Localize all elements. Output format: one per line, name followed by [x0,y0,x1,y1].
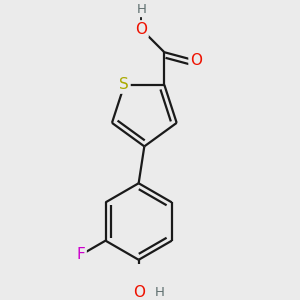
Text: F: F [76,247,85,262]
Text: O: O [135,22,147,37]
Text: S: S [119,77,129,92]
Text: H: H [155,286,165,299]
Text: O: O [133,285,145,300]
Text: H: H [136,3,146,16]
Text: O: O [190,53,202,68]
